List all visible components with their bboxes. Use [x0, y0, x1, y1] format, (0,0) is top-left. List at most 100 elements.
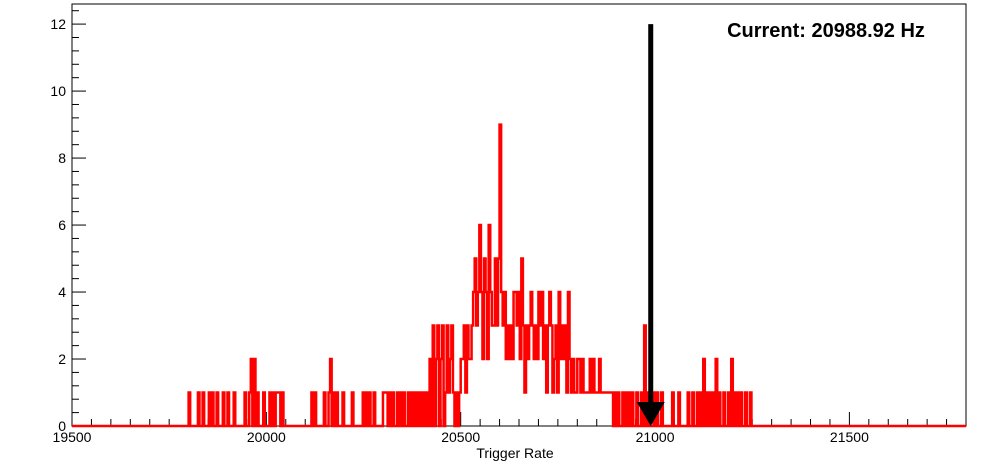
- y-tick-label: 10: [50, 83, 66, 99]
- histogram-bin: [607, 393, 609, 426]
- histogram-bin: [713, 393, 715, 426]
- histogram-bin: [534, 359, 536, 426]
- histogram-bin: [251, 359, 253, 426]
- histogram-bin: [585, 393, 587, 426]
- histogram-bin: [615, 393, 617, 426]
- histogram-bin: [593, 359, 595, 426]
- histogram-bin: [520, 359, 522, 426]
- histogram-bin: [442, 326, 444, 426]
- histogram-bin: [408, 393, 410, 426]
- histogram-bin: [397, 393, 399, 426]
- histogram-bin: [577, 359, 579, 426]
- histogram-bin: [501, 292, 503, 426]
- histogram-bin: [716, 359, 718, 426]
- histogram-bin: [672, 393, 674, 426]
- histogram-bin: [535, 326, 537, 426]
- histogram-bin: [490, 292, 492, 426]
- histogram-bin: [543, 359, 545, 426]
- x-tick-label: 21000: [636, 429, 675, 445]
- histogram-bin: [521, 259, 523, 426]
- y-tick-label: 4: [58, 284, 66, 300]
- histogram-bin: [476, 326, 478, 426]
- histogram-bin: [548, 326, 550, 426]
- histogram-bin: [728, 393, 730, 426]
- histogram-bin: [540, 326, 542, 426]
- histogram-bin: [445, 393, 447, 426]
- histogram-bin: [688, 393, 690, 426]
- histogram-bin: [524, 393, 526, 426]
- histogram-bin: [590, 359, 592, 426]
- histogram-bin: [546, 393, 548, 426]
- histogram-bin: [598, 393, 600, 426]
- histogram-bin: [245, 393, 247, 426]
- histogram-bin: [478, 292, 480, 426]
- histogram-bin: [392, 393, 394, 426]
- histogram-bin: [403, 393, 405, 426]
- histogram-bin: [526, 326, 528, 426]
- histogram-bin: [467, 326, 469, 426]
- x-tick-label: 21500: [830, 429, 869, 445]
- histogram-bin: [389, 393, 391, 426]
- histogram-bin: [369, 393, 371, 426]
- histogram-bin: [574, 393, 576, 426]
- histogram-bin: [514, 292, 516, 426]
- histogram-bin: [605, 393, 607, 426]
- histogram-bin: [426, 393, 428, 426]
- histogram-bin: [723, 393, 725, 426]
- histogram-bin: [731, 359, 733, 426]
- histogram-bin: [473, 292, 475, 426]
- histogram-bin: [510, 326, 512, 426]
- histogram-bin: [709, 393, 711, 426]
- x-axis-label: Trigger Rate: [476, 445, 554, 461]
- histogram-bin: [249, 393, 251, 426]
- histogram-bin: [447, 326, 449, 426]
- histogram-bin: [333, 393, 335, 426]
- histogram-bin: [462, 359, 464, 426]
- histogram-bin: [582, 359, 584, 426]
- histogram-bin: [352, 393, 354, 426]
- histogram-bins: [189, 125, 752, 426]
- histogram-bin: [594, 393, 596, 426]
- histogram-bin: [374, 393, 376, 426]
- x-tick-label: 20500: [441, 429, 480, 445]
- histogram-bin: [588, 393, 590, 426]
- histogram-bin: [366, 393, 368, 426]
- histogram-bin: [565, 326, 567, 426]
- histogram-bin: [552, 393, 554, 426]
- histogram-bin: [568, 292, 570, 426]
- histogram-bin: [703, 359, 705, 426]
- histogram-bin: [234, 393, 236, 426]
- y-tick-label: 6: [58, 217, 66, 233]
- histogram-bin: [531, 292, 533, 426]
- histogram-bin: [203, 393, 205, 426]
- histogram-bin: [700, 393, 702, 426]
- histogram-bin: [495, 259, 497, 426]
- histogram-bin: [560, 359, 562, 426]
- histogram-bin: [430, 359, 432, 426]
- histogram-bin: [414, 393, 416, 426]
- current-rate-annotation: Current: 20988.92 Hz: [727, 20, 925, 42]
- histogram-bin: [580, 393, 582, 426]
- histogram-bin: [493, 326, 495, 426]
- histogram-bin: [551, 326, 553, 426]
- histogram-bin: [385, 393, 387, 426]
- histogram-bin: [436, 359, 438, 426]
- histogram-bin: [601, 393, 603, 426]
- y-tick-label: 12: [50, 16, 66, 32]
- histogram-bin: [482, 359, 484, 426]
- histogram-bin: [386, 393, 388, 426]
- histogram-bin: [329, 393, 331, 426]
- histogram-bin: [557, 393, 559, 426]
- histogram-bin: [217, 393, 219, 426]
- histogram-bin: [489, 225, 491, 426]
- histogram-bin: [518, 292, 520, 426]
- histogram-bin: [579, 359, 581, 426]
- histogram-bin: [453, 393, 455, 426]
- histogram-bin: [661, 393, 663, 426]
- histogram-bin: [465, 393, 467, 426]
- histogram-bin: [507, 326, 509, 426]
- histogram-bin: [468, 359, 470, 426]
- histogram-bin: [608, 393, 610, 426]
- histogram-bin: [506, 359, 508, 426]
